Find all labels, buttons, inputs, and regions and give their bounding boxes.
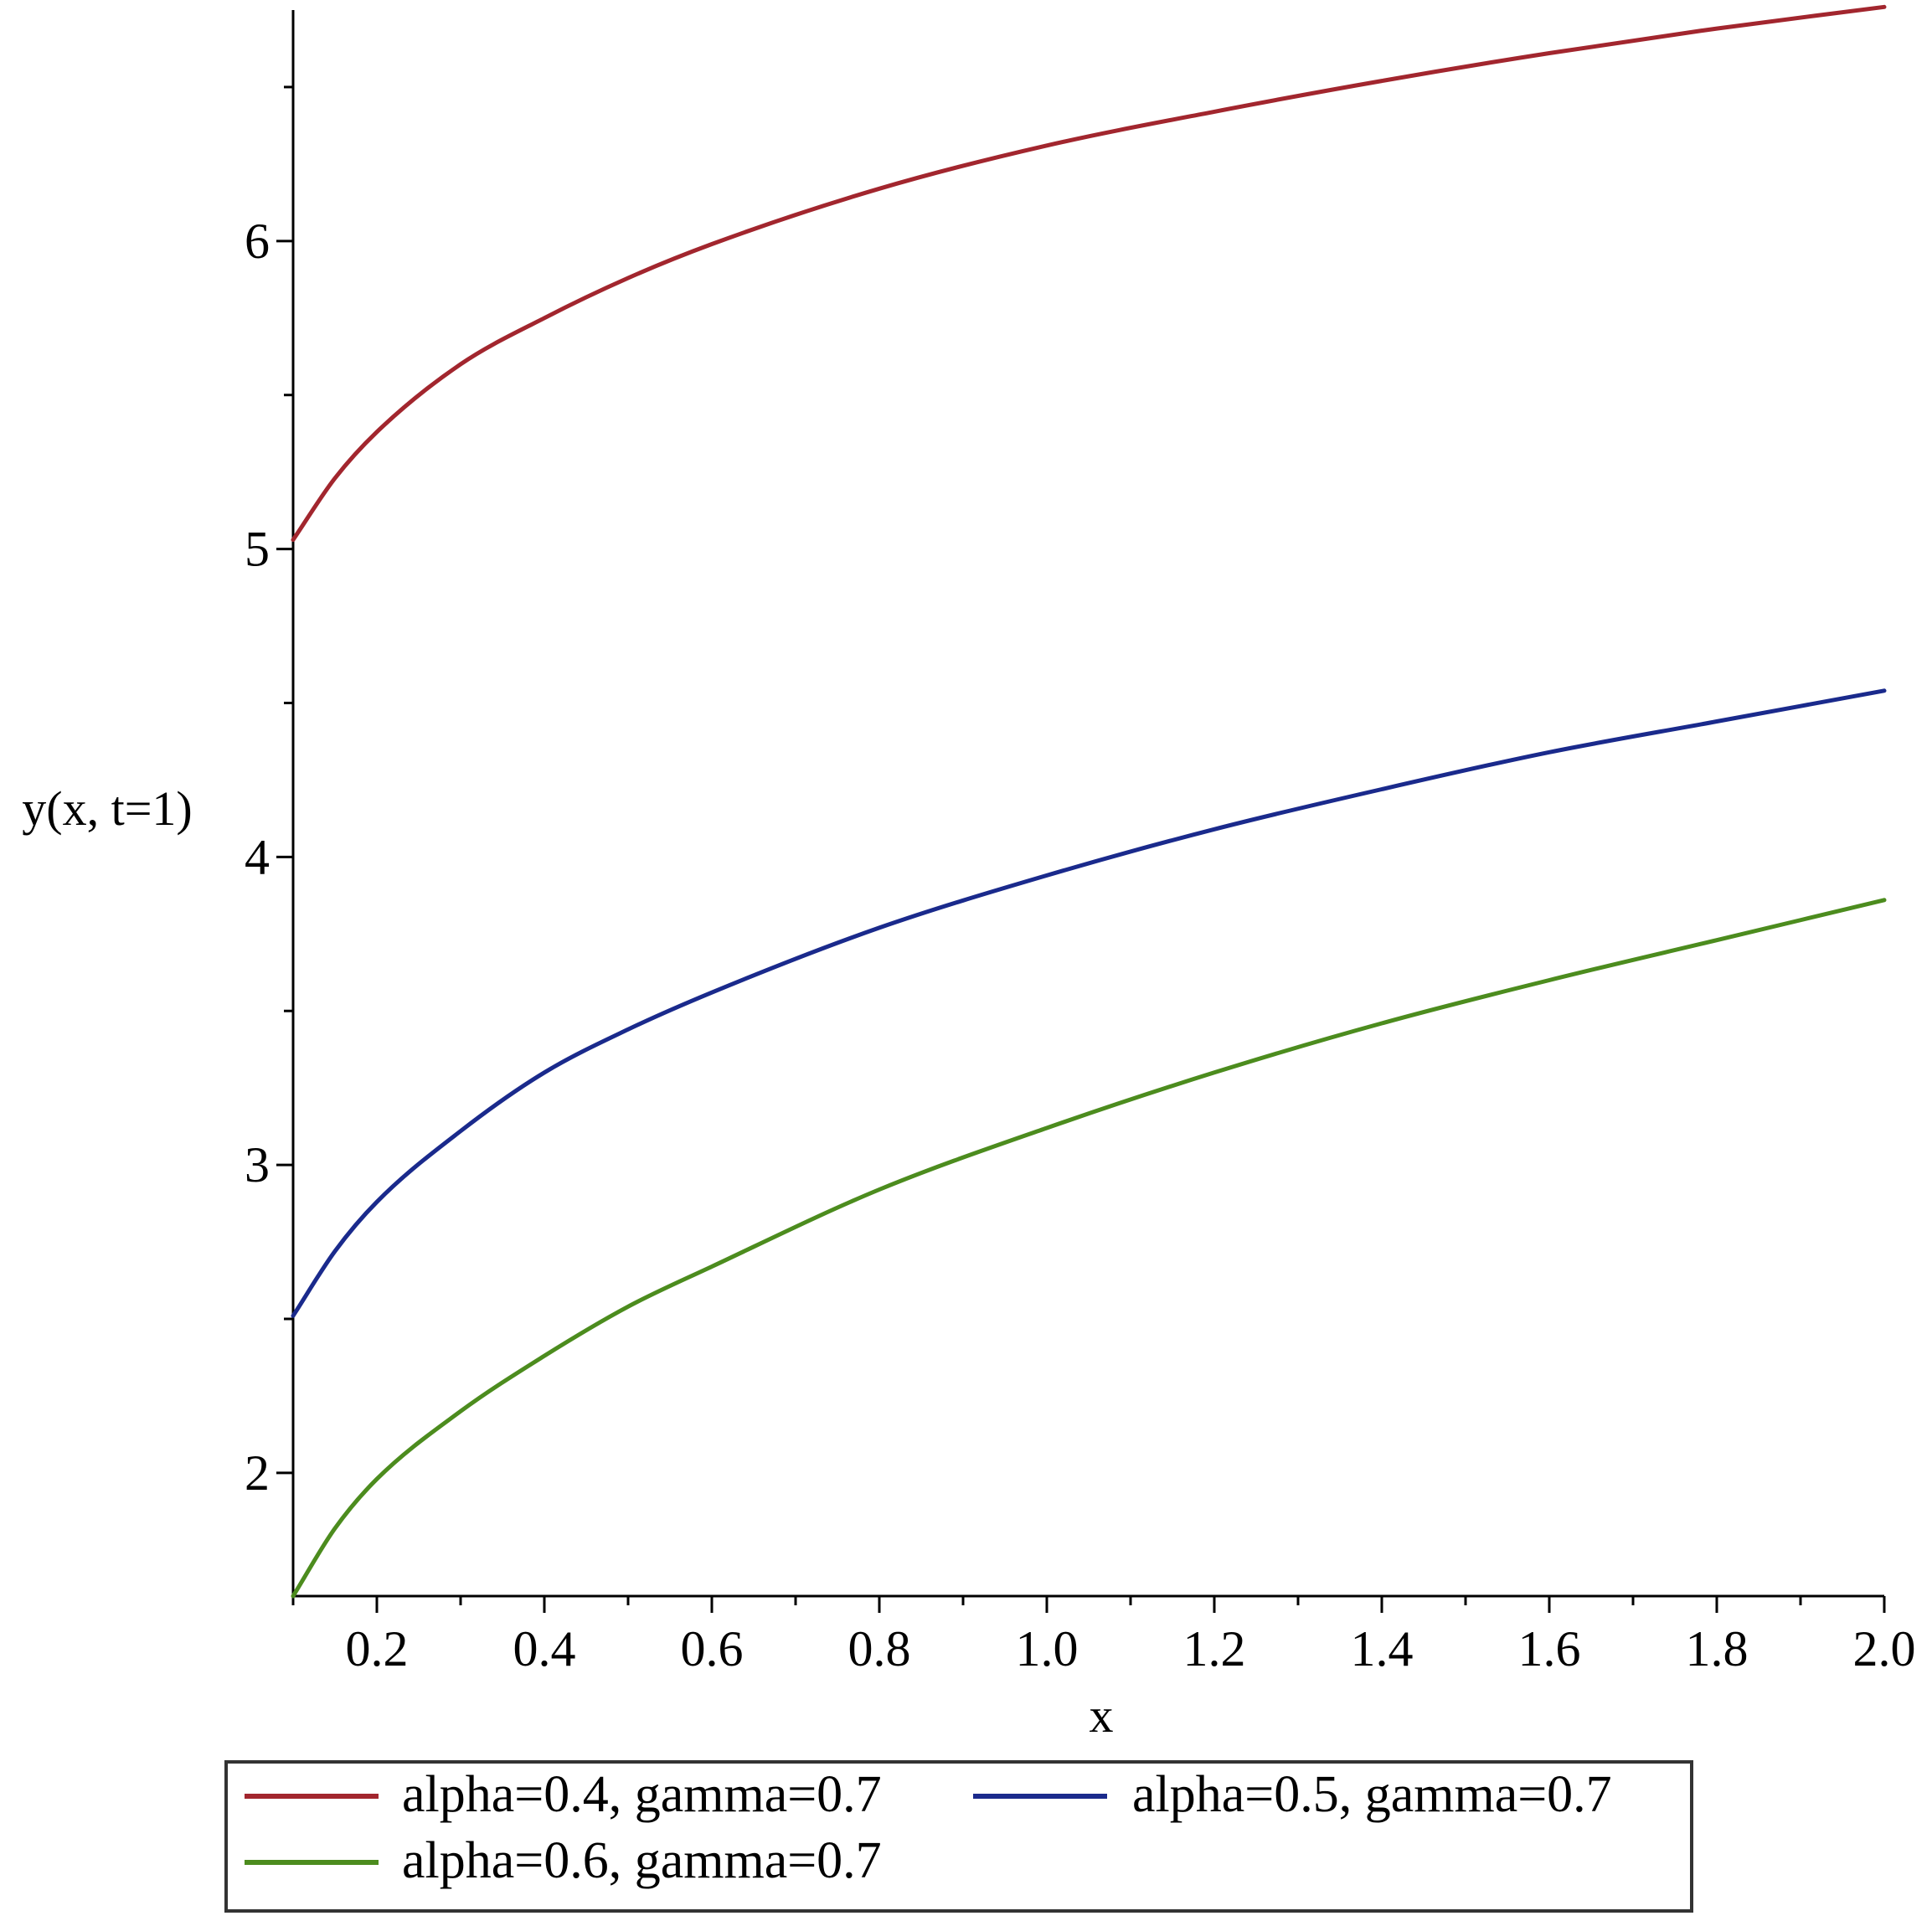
legend-label-3: alpha=0.6, gamma=0.7 — [402, 1832, 882, 1889]
x-tick-label: 0.8 — [848, 1621, 911, 1676]
legend: alpha=0.4, gamma=0.7 alpha=0.5, gamma=0.7… — [224, 1760, 1693, 1913]
series-line-2 — [291, 688, 1887, 1318]
x-tick-label: 0.4 — [513, 1621, 576, 1676]
x-tick-label: 0.6 — [681, 1621, 744, 1676]
series-line-3 — [291, 898, 1887, 1599]
legend-label-1: alpha=0.4, gamma=0.7 — [402, 1766, 882, 1823]
x-tick-label: 1.0 — [1016, 1621, 1079, 1676]
axes — [291, 10, 1884, 1598]
x-axis-label: x — [1090, 1688, 1114, 1743]
series-line-1 — [291, 4, 1887, 543]
y-tick-label: 3 — [245, 1137, 270, 1192]
y-ticks: 2 3 4 5 6 — [245, 85, 293, 1501]
y-tick-label: 5 — [245, 522, 270, 577]
x-tick-label: 1.2 — [1183, 1621, 1246, 1676]
legend-box — [224, 1760, 1693, 1913]
x-tick-label: 0.2 — [346, 1621, 409, 1676]
y-axis-label: y(x, t=1) — [22, 781, 192, 836]
legend-label-2: alpha=0.5, gamma=0.7 — [1132, 1766, 1612, 1823]
series-lines — [291, 4, 1887, 1599]
y-tick-label: 4 — [245, 829, 270, 884]
x-ticks: 0.2 0.4 0.6 0.8 1.0 1.2 1.4 1.6 1.8 2.0 — [291, 1596, 1916, 1676]
y-tick-label: 2 — [245, 1445, 270, 1501]
x-tick-label: 2.0 — [1853, 1621, 1916, 1676]
x-tick-label: 1.8 — [1686, 1621, 1749, 1676]
x-tick-label: 1.4 — [1351, 1621, 1414, 1676]
y-tick-label: 6 — [245, 214, 270, 269]
x-tick-label: 1.6 — [1518, 1621, 1581, 1676]
